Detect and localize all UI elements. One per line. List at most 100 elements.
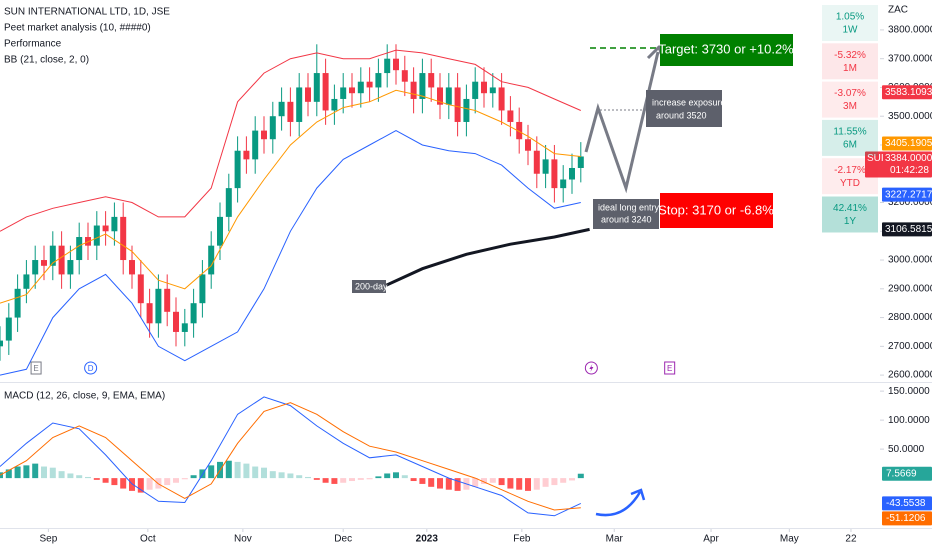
candle-body	[542, 159, 549, 174]
histogram-bar	[14, 466, 21, 479]
price-tag-label: 3227.2717	[885, 189, 932, 200]
performance-cell	[822, 43, 878, 80]
histogram-bar	[173, 478, 179, 483]
event-label: D	[88, 364, 94, 373]
exposure-text: around 3520	[656, 110, 707, 120]
histogram-bar	[252, 466, 259, 479]
price-tag	[882, 222, 932, 237]
histogram-bar	[93, 478, 100, 480]
histogram-bar	[322, 478, 329, 483]
histogram-bar	[313, 478, 320, 480]
histogram-bar	[331, 478, 338, 484]
stop-box	[660, 193, 773, 228]
candle-body	[181, 323, 188, 332]
candle-body	[269, 116, 276, 140]
price-tag-symbol: SUI	[867, 153, 884, 164]
histogram-bar	[454, 478, 461, 491]
target-label: Target: 3730 or +10.2%	[658, 41, 794, 56]
histogram-bar	[305, 476, 311, 479]
candle-body	[155, 288, 162, 324]
histogram-bar	[269, 471, 276, 479]
indicator-line	[0, 89, 581, 304]
performance-period: 1Y	[844, 216, 857, 227]
histogram-bar	[190, 475, 197, 479]
x-tick-label: Nov	[234, 534, 252, 545]
candle-body	[278, 101, 285, 117]
histogram-bar	[542, 478, 549, 487]
candle-body	[569, 167, 575, 180]
candle-body	[208, 245, 215, 275]
histogram-bar	[32, 463, 39, 479]
histogram-bar	[261, 467, 267, 479]
candle-body	[102, 225, 109, 232]
candle-body	[146, 303, 153, 324]
performance-value: -2.17%	[834, 165, 866, 176]
entry-box	[593, 199, 659, 229]
candle-body	[384, 58, 391, 74]
candle-body	[322, 73, 329, 111]
histogram-bar	[437, 478, 443, 489]
candle-body	[252, 130, 259, 160]
macd-tag-label: -43.5538	[886, 498, 926, 509]
candle-body	[507, 110, 514, 122]
x-tick-label: Dec	[334, 534, 352, 545]
performance-period: YTD	[840, 178, 860, 189]
candle-body	[489, 87, 496, 94]
candle-body	[120, 216, 127, 261]
candle-body	[41, 260, 47, 266]
candle-body	[49, 245, 56, 266]
histogram-bar	[111, 478, 118, 486]
y-tick-label: 2700.0000	[888, 341, 932, 352]
y-tick-label: 2900.0000	[888, 283, 932, 294]
candle-body	[454, 87, 461, 122]
histogram-bar	[489, 478, 496, 483]
histogram-bar	[375, 476, 382, 479]
price-tag-label: 3106.5815	[885, 224, 932, 235]
y-tick-label: 2800.0000	[888, 312, 932, 323]
price-tag-label: 3583.1093	[885, 87, 932, 98]
histogram-bar	[0, 472, 3, 479]
candle-body	[401, 70, 408, 82]
x-tick-label: Feb	[513, 534, 531, 545]
y-tick-label: 3700.0000	[888, 53, 932, 64]
macd-tag-label: -51.1206	[886, 513, 926, 524]
candle-body	[199, 274, 206, 304]
performance-cell	[822, 158, 878, 195]
candle-body	[305, 87, 311, 102]
histogram-bar	[234, 461, 241, 479]
performance-value: -3.07%	[834, 88, 866, 99]
price-tag-countdown: 01:42:28	[890, 165, 929, 176]
histogram-bar	[296, 475, 303, 479]
candle-body	[225, 188, 232, 217]
price-tag-label: 3405.1905	[885, 138, 932, 149]
candle-body	[23, 274, 30, 289]
candle-body	[243, 150, 250, 160]
entry-text: ideal long entry	[598, 202, 660, 212]
histogram-bar	[278, 472, 285, 479]
candle-body	[498, 87, 505, 111]
macd-tag-label: 7.5669	[886, 468, 917, 479]
macd-tag	[882, 496, 932, 511]
candle-body	[393, 58, 399, 71]
histogram-bar	[516, 478, 523, 490]
event-bolt	[589, 364, 594, 372]
candle-body	[287, 101, 294, 122]
symbol-title: SUN INTERNATIONAL LTD, 1D, JSE	[4, 7, 170, 18]
performance-cell	[822, 196, 878, 233]
macd-tag	[882, 511, 932, 526]
candle-body	[357, 81, 364, 94]
candle-body	[67, 260, 74, 275]
candle-body	[217, 216, 223, 246]
candle-body	[14, 288, 21, 318]
indicator-line	[0, 402, 581, 511]
candle-body	[533, 150, 540, 174]
price-tag	[882, 136, 932, 151]
candle-body	[137, 274, 144, 304]
macd-arrow	[595, 491, 642, 517]
indicator-line	[377, 227, 590, 291]
histogram-bar	[129, 478, 135, 491]
event-icon	[84, 361, 98, 375]
candle-body	[93, 225, 100, 246]
performance-value: -5.32%	[834, 50, 866, 61]
performance-period: 6M	[843, 140, 857, 151]
